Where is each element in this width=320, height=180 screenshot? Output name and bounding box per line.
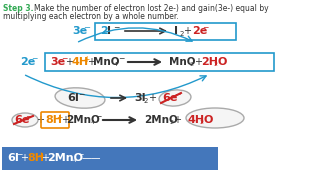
Text: 2: 2 xyxy=(190,62,194,68)
Text: 2: 2 xyxy=(170,120,174,125)
Text: +: + xyxy=(194,57,202,67)
FancyBboxPatch shape xyxy=(2,147,218,170)
Text: +: + xyxy=(37,150,44,159)
Text: +: + xyxy=(183,26,191,36)
Text: Make the number of electron lost 2e-) and gain(3e-) equal by: Make the number of electron lost 2e-) an… xyxy=(34,4,268,13)
Ellipse shape xyxy=(159,90,191,106)
Text: multiplying each electron by a whole number.: multiplying each electron by a whole num… xyxy=(3,12,179,21)
Text: I: I xyxy=(107,26,111,36)
Text: 6e: 6e xyxy=(14,115,29,125)
Text: 2MnO: 2MnO xyxy=(66,115,100,125)
Text: −: − xyxy=(16,150,22,159)
Text: +: + xyxy=(65,57,73,67)
Text: 2: 2 xyxy=(213,62,217,68)
Text: 2: 2 xyxy=(200,120,204,125)
Text: +: + xyxy=(20,153,28,163)
Text: −: − xyxy=(25,112,31,122)
Text: 3e: 3e xyxy=(50,57,65,67)
Text: 2MnO: 2MnO xyxy=(47,153,83,163)
Text: +: + xyxy=(148,93,156,103)
Text: 4: 4 xyxy=(91,120,95,125)
Text: 2: 2 xyxy=(100,26,108,36)
Text: +: + xyxy=(87,57,95,67)
Text: −: − xyxy=(174,91,180,100)
Text: 6I: 6I xyxy=(7,153,19,163)
Text: −: − xyxy=(113,24,119,33)
Ellipse shape xyxy=(55,88,105,108)
Text: +: + xyxy=(56,112,62,122)
Text: −: − xyxy=(77,150,84,159)
Text: Step 3.: Step 3. xyxy=(3,4,34,13)
Text: 6e: 6e xyxy=(162,93,177,103)
Text: −: − xyxy=(202,24,208,33)
Text: 2e: 2e xyxy=(192,26,207,36)
Text: 2: 2 xyxy=(180,31,184,37)
Text: +: + xyxy=(36,115,44,125)
Text: 3I: 3I xyxy=(134,93,146,103)
Text: +: + xyxy=(61,115,69,125)
Text: 6I: 6I xyxy=(67,93,79,103)
Text: O: O xyxy=(204,115,213,125)
Text: 3e: 3e xyxy=(72,26,87,36)
Text: 4H: 4H xyxy=(188,115,205,125)
Text: 2H: 2H xyxy=(201,57,218,67)
Text: 2: 2 xyxy=(144,98,148,104)
Text: O: O xyxy=(217,57,226,67)
Text: ——: —— xyxy=(82,153,101,163)
Text: 4H: 4H xyxy=(72,57,89,67)
Text: 8H: 8H xyxy=(45,115,62,125)
Text: 4: 4 xyxy=(73,159,77,163)
Text: +: + xyxy=(173,115,181,125)
Text: −: − xyxy=(78,91,84,100)
Text: −: − xyxy=(95,112,101,122)
Text: 2MnO: 2MnO xyxy=(144,115,178,125)
Text: 8H: 8H xyxy=(27,153,44,163)
Text: MnO: MnO xyxy=(93,57,119,67)
Text: −: − xyxy=(31,55,37,64)
Text: +: + xyxy=(83,55,89,64)
Text: I: I xyxy=(174,26,178,36)
Text: MnO: MnO xyxy=(169,57,196,67)
Text: −: − xyxy=(83,24,90,33)
Ellipse shape xyxy=(12,113,38,127)
Text: +: + xyxy=(41,153,49,163)
Ellipse shape xyxy=(186,108,244,128)
Text: −: − xyxy=(118,55,124,64)
Text: 4: 4 xyxy=(114,62,118,68)
Text: −: − xyxy=(61,55,68,64)
Text: 2e: 2e xyxy=(20,57,35,67)
